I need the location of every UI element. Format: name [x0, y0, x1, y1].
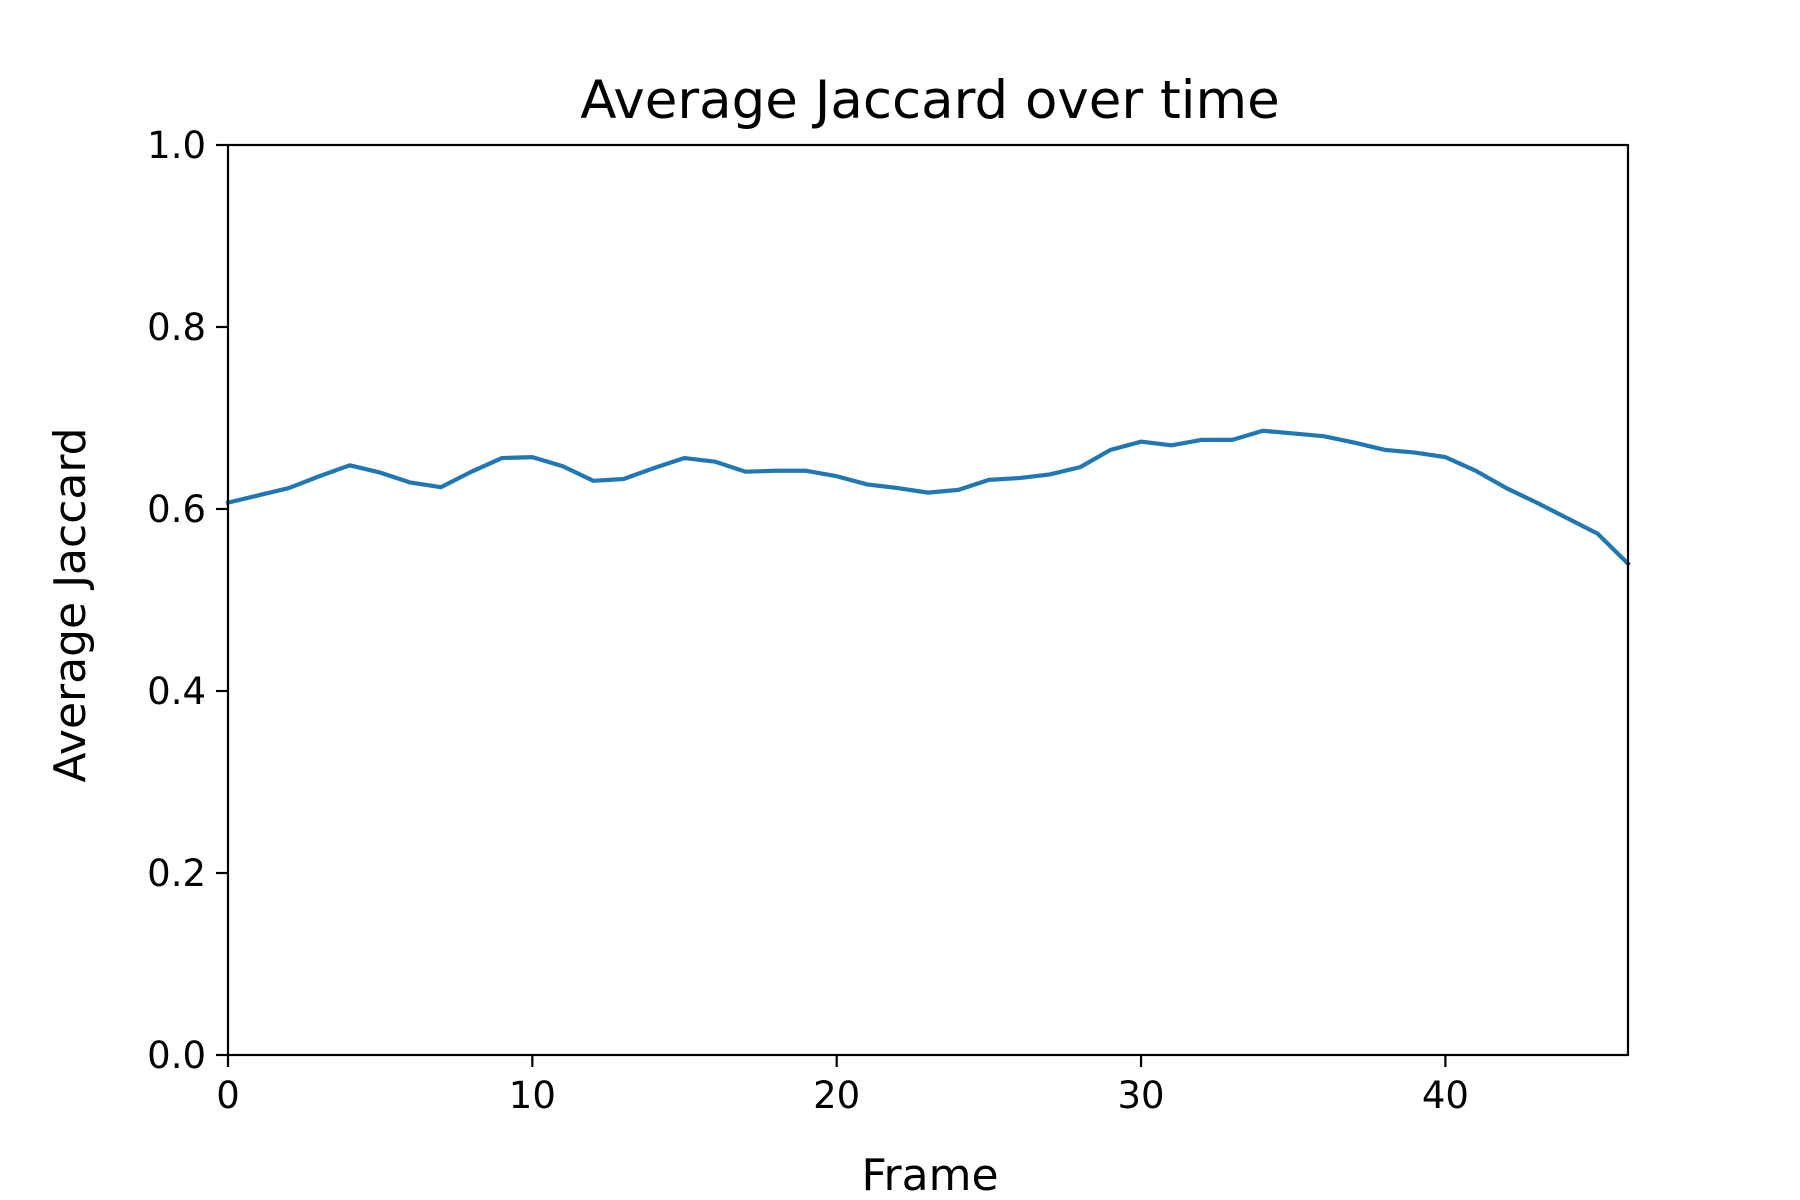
y-tick-label: 0.8	[147, 306, 206, 349]
x-axis: 0 10 20 30 40	[216, 1055, 1469, 1117]
x-tick-label: 10	[509, 1074, 556, 1117]
x-axis-label: Frame	[861, 1150, 998, 1200]
series-line-0	[225, 428, 1631, 567]
x-tick-label: 0	[216, 1074, 240, 1117]
y-tick-label: 0.2	[147, 852, 206, 895]
x-tick-label: 20	[813, 1074, 860, 1117]
y-tick-label: 0.6	[147, 488, 206, 531]
x-tick-label: 40	[1422, 1074, 1469, 1117]
plot-area	[225, 428, 1631, 567]
y-axis-label: Average Jaccard	[45, 427, 96, 782]
y-tick-label: 1.0	[147, 124, 206, 167]
x-tick-label: 30	[1117, 1074, 1164, 1117]
chart-title: Average Jaccard over time	[580, 70, 1279, 131]
plot-frame	[226, 143, 1630, 1057]
y-axis: 0.0 0.2 0.4 0.6 0.8 1.0	[147, 124, 228, 1077]
y-tick-label: 0.4	[147, 670, 206, 713]
y-tick-label: 0.0	[147, 1034, 206, 1077]
